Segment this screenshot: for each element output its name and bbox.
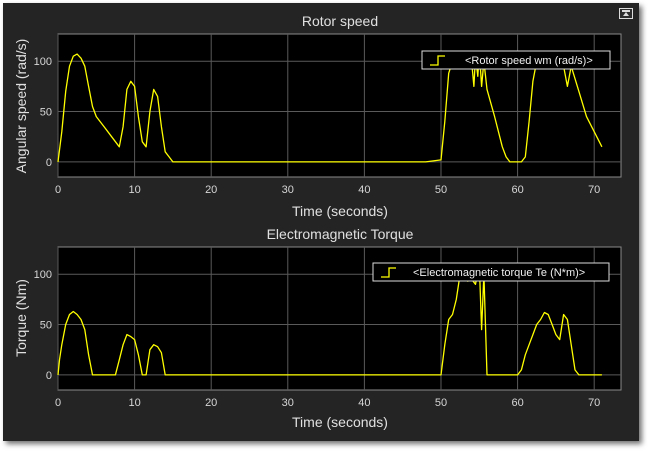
y-axis-label: Angular speed (rad/s) bbox=[13, 39, 29, 174]
x-tick-label: 30 bbox=[282, 397, 294, 409]
x-tick-label: 20 bbox=[205, 397, 217, 409]
undock-button[interactable] bbox=[619, 8, 633, 19]
legend[interactable]: <Rotor speed wm (rad/s)> bbox=[421, 50, 611, 70]
rotor-speed-line bbox=[57, 50, 603, 163]
undock-icon bbox=[622, 10, 630, 16]
y-tick-label: 0 bbox=[46, 157, 52, 169]
y-tick-label: 100 bbox=[34, 56, 52, 68]
x-ticks: 0 10 20 30 40 50 60 70 bbox=[55, 184, 600, 196]
chart-title: Rotor speed bbox=[302, 13, 378, 29]
x-axis-label: Time (seconds) bbox=[292, 203, 388, 219]
x-tick-label: 0 bbox=[55, 184, 61, 196]
x-axis-label: Time (seconds) bbox=[292, 414, 388, 430]
x-tick-label: 50 bbox=[435, 397, 447, 409]
x-ticks: 0 10 20 30 40 50 60 70 bbox=[55, 397, 600, 409]
x-tick-label: 70 bbox=[588, 397, 600, 409]
scope-window: Rotor speed 0 10 20 30 40 50 60 70 0 50 100 <Roto… bbox=[3, 3, 639, 441]
legend-entry: <Rotor speed wm (rad/s)> bbox=[465, 55, 593, 67]
legend-entry: <Electromagnetic torque Te (N*m)> bbox=[413, 267, 585, 279]
legend-box bbox=[421, 50, 611, 70]
x-tick-label: 10 bbox=[128, 397, 140, 409]
x-tick-label: 0 bbox=[55, 397, 61, 409]
x-tick-label: 70 bbox=[588, 184, 600, 196]
x-tick-label: 10 bbox=[128, 184, 140, 196]
y-tick-label: 50 bbox=[40, 107, 52, 119]
y-tick-label: 100 bbox=[34, 269, 52, 281]
x-tick-label: 50 bbox=[435, 184, 447, 196]
chart-title: Electromagnetic Torque bbox=[267, 226, 414, 242]
y-tick-label: 50 bbox=[40, 320, 52, 332]
y-tick-label: 0 bbox=[46, 370, 52, 382]
legend-box bbox=[372, 262, 610, 282]
x-tick-label: 20 bbox=[205, 184, 217, 196]
y-axis-label: Torque (Nm) bbox=[13, 279, 29, 357]
x-tick-label: 40 bbox=[358, 397, 370, 409]
y-ticks: 0 50 100 bbox=[34, 56, 52, 169]
x-tick-label: 60 bbox=[511, 397, 523, 409]
x-tick-label: 30 bbox=[282, 184, 294, 196]
legend[interactable]: <Electromagnetic torque Te (N*m)> bbox=[372, 262, 610, 282]
legend-line-icon bbox=[430, 55, 445, 66]
x-tick-label: 40 bbox=[358, 184, 370, 196]
torque-line bbox=[57, 263, 602, 376]
y-ticks: 0 50 100 bbox=[34, 269, 52, 382]
rotor-speed-panel: Rotor speed 0 10 20 30 40 50 60 70 0 50 100 <Roto… bbox=[13, 13, 622, 219]
x-tick-label: 60 bbox=[511, 184, 523, 196]
electromagnetic-torque-panel: Electromagnetic Torque 0 10 20 30 40 50 60 70 0… bbox=[13, 226, 622, 430]
legend-line-icon bbox=[381, 267, 396, 278]
